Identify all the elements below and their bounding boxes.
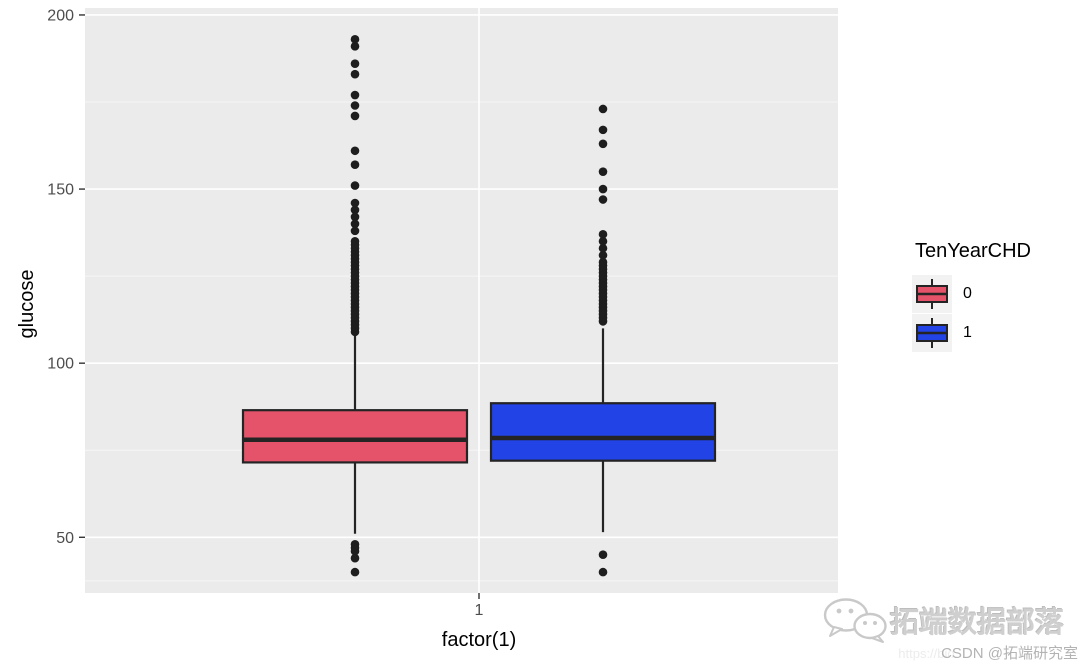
watermark-credit: CSDN @拓端研究室	[941, 645, 1078, 662]
legend: TenYearCHD 0 1	[898, 240, 1078, 353]
y-tick-label: 200	[47, 7, 74, 24]
legend-label-1: 1	[963, 324, 972, 341]
outlier-dot-1	[598, 550, 608, 559]
outlier-dot-1	[598, 184, 608, 194]
y-tick-label: 100	[47, 356, 74, 373]
watermark: 拓端数据部落 https://blo CSDN @拓端研究室	[820, 596, 1080, 667]
outlier-dot-0	[350, 146, 360, 156]
outlier-dot-0	[350, 69, 360, 79]
y-tick-label: 150	[47, 182, 74, 199]
outlier-dot-0	[350, 35, 360, 44]
watermark-brand: 拓端数据部落	[890, 607, 1065, 639]
x-tick-label: 1	[475, 602, 484, 619]
outlier-dot-0	[350, 101, 360, 110]
outlier-dot-1	[598, 567, 608, 577]
outlier-dot-0	[350, 111, 360, 121]
outlier-dot-1	[598, 139, 608, 149]
outlier-dot-0	[350, 198, 360, 208]
outlier-dot-0	[350, 219, 360, 229]
boxplot-key-icon-0	[912, 275, 952, 313]
y-axis-title: glucose	[16, 269, 38, 339]
outlier-dot-0	[350, 327, 360, 337]
outlier-dot-0	[350, 181, 360, 190]
outlier-dot-1	[598, 250, 608, 260]
outlier-dot-0	[350, 546, 360, 556]
outlier-dot-1	[598, 237, 608, 246]
outlier-dot-1	[598, 243, 608, 253]
outlier-dot-1	[598, 317, 608, 326]
wechat-icon	[823, 598, 887, 643]
outlier-dot-1	[598, 195, 608, 204]
outlier-dot-0	[350, 205, 360, 215]
plot-panel	[85, 8, 838, 593]
outlier-dot-1	[598, 125, 608, 135]
watermark-row: 拓端数据部落	[820, 596, 1080, 644]
outlier-dot-0	[350, 59, 360, 69]
outlier-dot-1	[598, 167, 608, 176]
y-tick-label: 50	[56, 530, 74, 547]
box-0	[241, 409, 469, 464]
legend-item-1: 1	[912, 314, 1078, 352]
legend-title: TenYearCHD	[915, 240, 1031, 262]
x-axis-title: factor(1)	[441, 629, 517, 651]
outlier-dot-1	[598, 230, 608, 239]
outlier-dot-0	[350, 567, 360, 577]
outlier-dot-0	[350, 226, 360, 236]
boxplot-key-icon-1	[912, 314, 952, 352]
outlier-dot-1	[598, 104, 608, 114]
outlier-dot-0	[350, 42, 360, 51]
outlier-dot-0	[350, 553, 360, 563]
outlier-dot-0	[350, 90, 360, 100]
legend-label-0: 0	[963, 285, 972, 302]
outlier-dot-0	[350, 160, 360, 169]
watermark-url: https://blo	[898, 646, 955, 661]
outlier-dot-0	[350, 212, 360, 222]
box-1	[489, 402, 717, 462]
watermark-credit-row: https://blo CSDN @拓端研究室	[820, 642, 1080, 663]
legend-item-0: 0	[912, 275, 1078, 313]
